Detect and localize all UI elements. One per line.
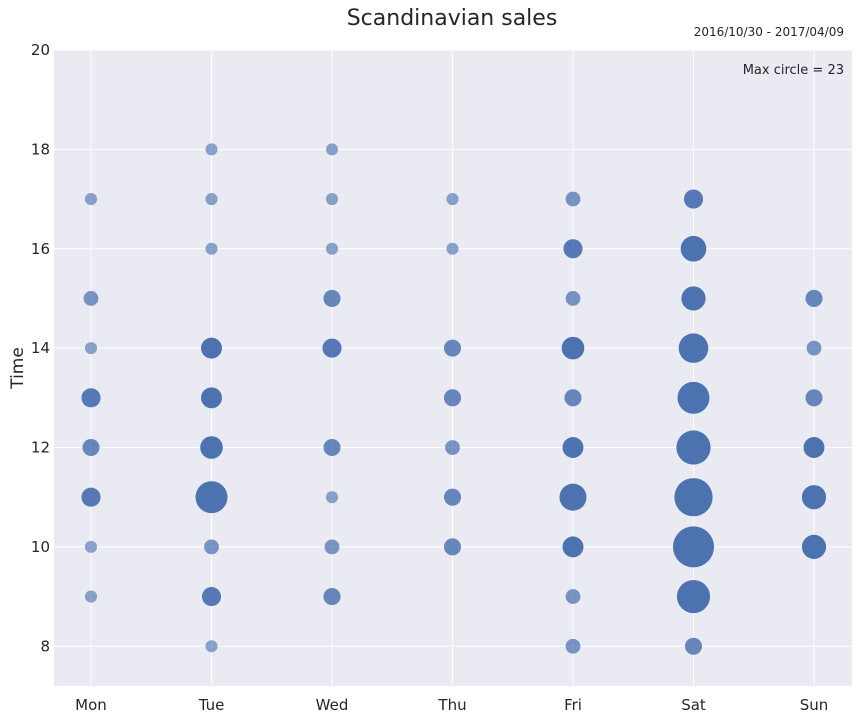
x-tick-tue: Tue (198, 696, 225, 714)
point-sat-14 (678, 333, 709, 363)
point-sun-14 (806, 340, 822, 356)
data-points (81, 143, 827, 655)
y-tick-20: 20 (31, 41, 50, 59)
point-thu-13 (443, 389, 462, 407)
point-tue-17 (205, 193, 218, 206)
point-fri-13 (564, 389, 582, 407)
point-mon-10 (84, 540, 98, 553)
point-sun-13 (805, 389, 823, 407)
x-tick-mon: Mon (75, 696, 107, 714)
y-axis-label: Time (8, 347, 28, 390)
point-tue-9 (201, 587, 222, 607)
point-sat-9 (676, 580, 711, 614)
point-mon-13 (81, 388, 101, 408)
point-sun-11 (801, 485, 827, 510)
point-thu-14 (443, 339, 462, 357)
point-sat-13 (677, 381, 710, 414)
y-tick-18: 18 (31, 140, 50, 158)
point-wed-9 (323, 588, 341, 606)
point-sat-17 (683, 189, 704, 209)
point-fri-9 (565, 589, 581, 604)
point-mon-14 (84, 342, 98, 355)
point-wed-16 (325, 242, 339, 255)
point-mon-9 (84, 590, 98, 603)
point-mon-15 (83, 291, 99, 306)
point-mon-11 (81, 487, 101, 507)
x-tick-fri: Fri (564, 696, 582, 714)
x-tick-sun: Sun (800, 696, 829, 714)
y-tick-8: 8 (40, 637, 50, 655)
point-mon-17 (84, 193, 98, 206)
point-tue-13 (201, 387, 222, 409)
point-tue-12 (200, 436, 223, 459)
point-fri-16 (563, 239, 583, 259)
point-sat-11 (674, 478, 713, 517)
point-sat-16 (680, 235, 707, 262)
point-fri-8 (565, 638, 581, 654)
point-wed-18 (325, 143, 339, 156)
point-tue-16 (205, 242, 218, 255)
point-wed-17 (325, 193, 339, 206)
point-tue-18 (205, 143, 218, 156)
point-fri-12 (562, 437, 584, 458)
y-tick-16: 16 (31, 240, 50, 258)
point-sat-12 (676, 430, 711, 465)
point-thu-16 (446, 242, 459, 255)
point-sun-12 (803, 437, 825, 458)
point-sat-15 (681, 286, 706, 311)
point-thu-12 (445, 440, 460, 455)
point-tue-14 (201, 337, 222, 359)
x-tick-thu: Thu (437, 696, 466, 714)
point-sun-10 (801, 534, 827, 559)
point-mon-12 (82, 438, 100, 457)
y-tick-12: 12 (31, 439, 50, 457)
y-tick-14: 14 (31, 339, 50, 357)
point-wed-15 (323, 289, 341, 307)
point-sat-8 (684, 637, 703, 655)
point-tue-10 (204, 539, 219, 555)
x-tick-sat: Sat (681, 696, 706, 714)
y-tick-10: 10 (31, 538, 50, 556)
point-fri-11 (559, 483, 587, 511)
x-tick-wed: Wed (316, 696, 349, 714)
point-fri-15 (565, 291, 581, 306)
point-wed-12 (323, 438, 341, 457)
point-fri-10 (562, 536, 584, 558)
max-circle-annotation: Max circle = 23 (743, 63, 844, 78)
point-tue-11 (195, 481, 228, 514)
point-thu-11 (443, 488, 462, 506)
chart-title: Scandinavian sales (347, 6, 558, 31)
point-wed-14 (322, 338, 342, 358)
y-tick-labels: 8 10 12 14 16 18 20 (31, 41, 50, 655)
point-wed-11 (325, 491, 339, 504)
x-tick-labels: Mon Tue Wed Thu Fri Sat Sun (75, 696, 828, 714)
point-thu-17 (446, 193, 459, 206)
point-sun-15 (805, 289, 823, 307)
point-sat-10 (673, 526, 714, 568)
point-thu-10 (443, 538, 462, 556)
point-tue-8 (205, 640, 218, 653)
date-range-subtitle: 2016/10/30 - 2017/04/09 (694, 25, 844, 39)
point-fri-14 (561, 336, 585, 360)
point-wed-10 (324, 539, 340, 555)
point-fri-17 (565, 191, 581, 207)
